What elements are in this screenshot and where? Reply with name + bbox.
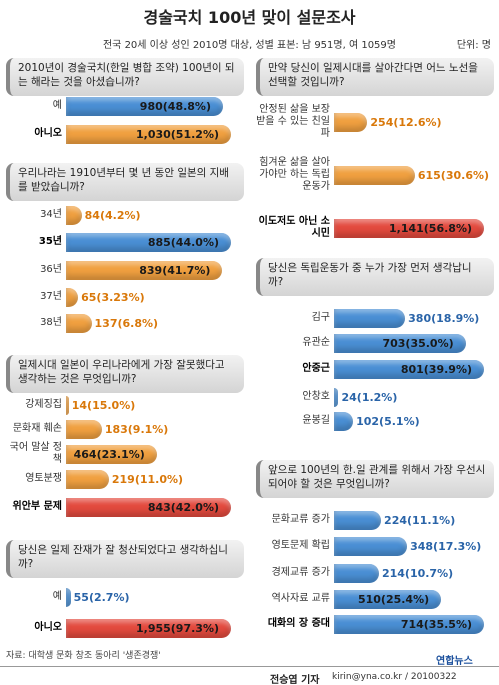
bar: [66, 395, 69, 415]
subtitle: 전국 20세 이상 성인 2010명 대상, 성별 표본: 남 951명, 여 …: [102, 40, 396, 51]
category-label: 34년: [40, 209, 62, 220]
bar: [66, 96, 223, 116]
category-label: 38년: [40, 317, 62, 328]
bar: [66, 469, 109, 489]
category-label: 예: [52, 100, 62, 111]
bar: [66, 618, 231, 638]
category-label: 위안부 문제: [12, 501, 62, 512]
bar: [334, 614, 484, 634]
category-label: 안정된 삶을 보장받을 수 있는 친일파: [256, 104, 330, 139]
question: 당신은 독립운동가 중 누가 가장 먼저 생각납니까?: [256, 258, 494, 296]
category-label: 문화교류 증가: [271, 514, 330, 525]
category-label: 아니오: [34, 128, 62, 139]
category-label: 유관순: [302, 337, 330, 348]
bar: [334, 359, 484, 379]
question: 만약 당신이 일제시대를 살아간다면 어느 노선을 선택할 것입니까?: [256, 58, 494, 96]
value-label: 980(48.8%): [139, 99, 211, 113]
value-label: 380(18.9%): [408, 311, 480, 325]
category-label: 안창호: [302, 391, 330, 402]
divider: [0, 666, 499, 667]
value-label: 14(15.0%): [71, 398, 136, 412]
bar: [334, 589, 442, 609]
category-label: 예: [52, 591, 62, 602]
question: 2010년이 경술국치(한일 병합 조약) 100년이 되는 해라는 것을 아셨…: [6, 58, 244, 96]
value-label: 224(11.1%): [384, 513, 456, 527]
question: 우리나라는 1910년부터 몇 년 동안 일본의 지배를 받았습니까?: [6, 163, 244, 201]
unit: 단위: 명: [456, 40, 491, 51]
logo: 연합뉴스: [436, 656, 473, 667]
bar: [334, 165, 415, 185]
bar: [334, 333, 466, 353]
category-label: 경제교류 증가: [271, 567, 330, 578]
value-label: 84(4.2%): [84, 208, 141, 222]
value-label: 1,141(56.8%): [388, 221, 472, 235]
category-label: 문화재 훼손: [12, 423, 62, 434]
question: 앞으로 100년의 한.일 관계를 위해서 가장 우선시 되어야 할 것은 무엇…: [256, 460, 494, 498]
category-label: 이도저도 아닌 소시민: [258, 216, 330, 239]
value-label: 24(1.2%): [341, 390, 398, 404]
value-label: 714(35.5%): [400, 617, 472, 631]
reporter: 전승엽 기자: [270, 675, 320, 685]
bar: [66, 587, 71, 607]
value-label: 1,955(97.3%): [135, 621, 219, 635]
category-label: 37년: [40, 291, 62, 302]
bar: [334, 112, 368, 132]
value-label: 348(17.3%): [410, 539, 482, 553]
category-label: 국어 말살 정책: [9, 442, 62, 465]
value-label: 510(25.4%): [357, 592, 430, 606]
category-label: 영토분쟁: [25, 473, 62, 484]
category-label: 강제징집: [25, 399, 62, 410]
category-label: 35년: [38, 236, 62, 247]
bar: [66, 497, 231, 517]
value-label: 885(44.0%): [147, 235, 219, 249]
category-label: 36년: [40, 264, 62, 275]
question: 일제시대 일본이 우리나라에게 가장 잘못했다고 생각하는 것은 무엇입니까?: [6, 355, 244, 393]
bar: [66, 205, 82, 225]
category-label: 역사자료 교류: [271, 593, 330, 604]
bar: [66, 444, 157, 464]
credit: kirin@yna.co.kr / 20100322: [332, 672, 457, 682]
title: 경술국치 100년 맞이 설문조사: [143, 8, 356, 27]
category-label: 대화의 장 증대: [267, 618, 330, 629]
bar: [66, 124, 231, 144]
bar: [334, 536, 408, 556]
value-label: 254(12.6%): [370, 115, 442, 129]
value-label: 615(30.6%): [417, 168, 490, 182]
bar: [66, 260, 223, 280]
value-label: 102(5.1%): [356, 414, 420, 428]
bar: [334, 411, 354, 431]
bar: [334, 387, 339, 407]
category-label: 아니오: [34, 622, 62, 633]
value-label: 843(42.0%): [147, 500, 219, 514]
bar: [66, 287, 79, 307]
bar: [334, 308, 406, 328]
bar: [66, 232, 231, 252]
value-label: 65(3.23%): [81, 290, 145, 304]
value-label: 55(2.7%): [73, 590, 130, 604]
value-label: 703(35.0%): [382, 336, 454, 350]
bar: [334, 510, 382, 530]
value-label: 219(11.0%): [111, 472, 184, 486]
category-label: 힘겨운 삶을 살아가야만 하는 독립운동가: [259, 157, 330, 192]
category-label: 안중근: [302, 363, 330, 374]
value-label: 1,030(51.2%): [135, 127, 219, 141]
value-label: 183(9.1%): [104, 422, 169, 436]
source: 자료: 대학생 문화 창조 동아리 '생존경쟁': [6, 651, 161, 661]
bar: [334, 218, 484, 238]
value-label: 839(41.7%): [139, 263, 211, 277]
category-label: 영토문제 확립: [271, 540, 330, 551]
bar: [334, 563, 379, 583]
category-label: 윤봉길: [302, 415, 330, 426]
value-label: 214(10.7%): [381, 566, 454, 580]
question: 당신은 일제 잔재가 잘 청산되었다고 생각하십니까?: [6, 540, 244, 578]
value-label: 137(6.8%): [94, 316, 159, 330]
bar: [66, 313, 92, 333]
category-label: 김구: [311, 312, 330, 323]
bar: [66, 419, 102, 439]
value-label: 464(23.1%): [73, 447, 145, 461]
value-label: 801(39.9%): [400, 362, 472, 376]
